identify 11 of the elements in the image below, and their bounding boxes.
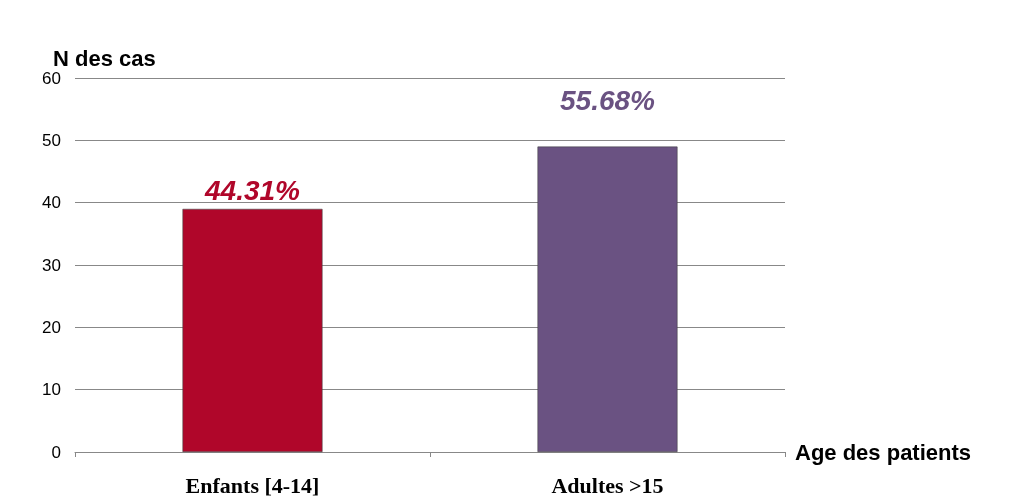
y-tick-label: 0 [51, 442, 61, 462]
x-tick-label: Adultes >15 [551, 472, 664, 498]
y-tick-label: 20 [42, 317, 61, 337]
annotation: 44.31% [204, 175, 301, 207]
x-tick-label: Enfants [4-14] [185, 472, 320, 498]
x-axis-title: Age des patients [795, 439, 972, 465]
y-tick-label: 30 [42, 255, 61, 275]
annotation: 55.68% [560, 85, 656, 117]
y-tick-label: 50 [42, 130, 61, 150]
y-tick-label: 10 [42, 380, 61, 400]
y-tick-label: 40 [42, 193, 61, 213]
